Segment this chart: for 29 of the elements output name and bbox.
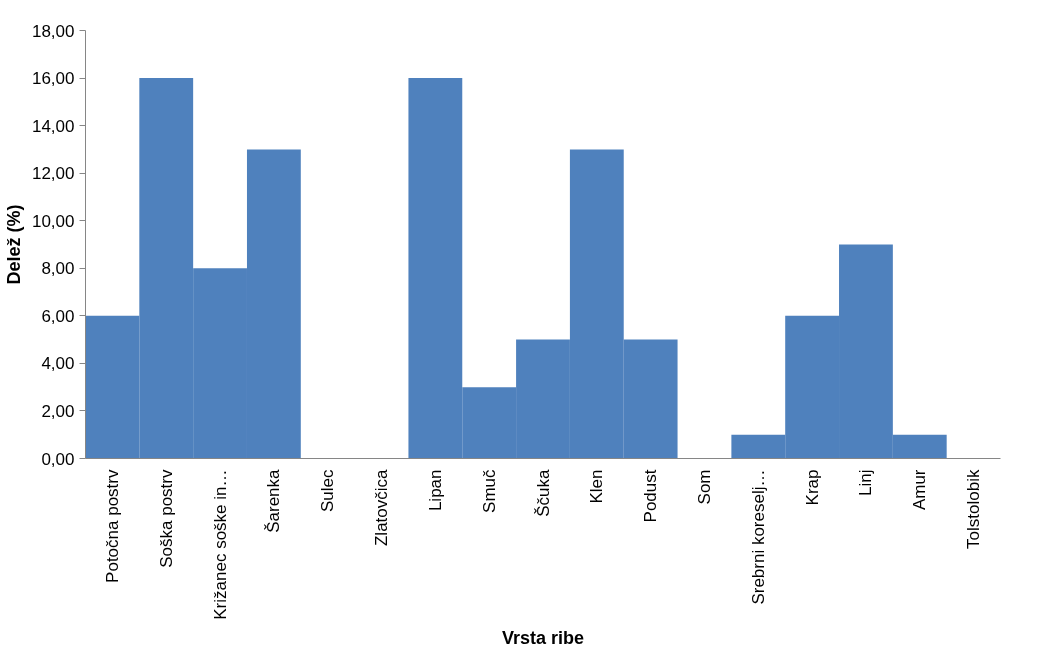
x-tick-label: Som: [694, 469, 714, 505]
y-tick-label: 8,00: [41, 259, 75, 279]
x-axis-title: Vrsta ribe: [501, 627, 585, 648]
y-tick-label: 6,00: [41, 306, 75, 326]
y-tick-label: 14,00: [31, 116, 75, 136]
y-tick-label: 4,00: [41, 354, 75, 374]
y-tick-label: 10,00: [31, 211, 75, 231]
y-tick-label: 18,00: [31, 21, 75, 41]
x-tick-label: Ščuka: [533, 468, 553, 517]
x-tick-label: Potočna postrv: [102, 469, 122, 583]
x-tick-label: Linj: [856, 469, 876, 496]
x-tick-label: Sulec: [318, 469, 338, 513]
x-tick-label: Zlatovčica: [372, 468, 392, 547]
x-tick-label: Amur: [910, 469, 930, 511]
y-tick-label: 0,00: [41, 449, 75, 469]
x-tick-label: Klen: [587, 469, 607, 504]
x-tick-label: Krap: [802, 469, 822, 506]
y-tick-label: 2,00: [41, 401, 75, 421]
y-tick-label: 16,00: [31, 69, 75, 89]
x-tick-label: Lipan: [425, 469, 445, 512]
y-tick-label: 12,00: [31, 164, 75, 184]
x-tick-label: Smuč: [479, 469, 499, 513]
x-tick-label: Srebrni koreselj…: [748, 469, 768, 605]
x-tick-label: Šarenka: [264, 468, 284, 533]
x-tick-label: Tolstolobik: [964, 469, 984, 549]
x-tick-label: Podust: [641, 469, 661, 523]
x-tick-label: Soška postrv: [156, 469, 176, 568]
x-tick-label: Križanec soške in…: [210, 469, 230, 620]
y-axis-title: Delež (%): [3, 204, 24, 285]
